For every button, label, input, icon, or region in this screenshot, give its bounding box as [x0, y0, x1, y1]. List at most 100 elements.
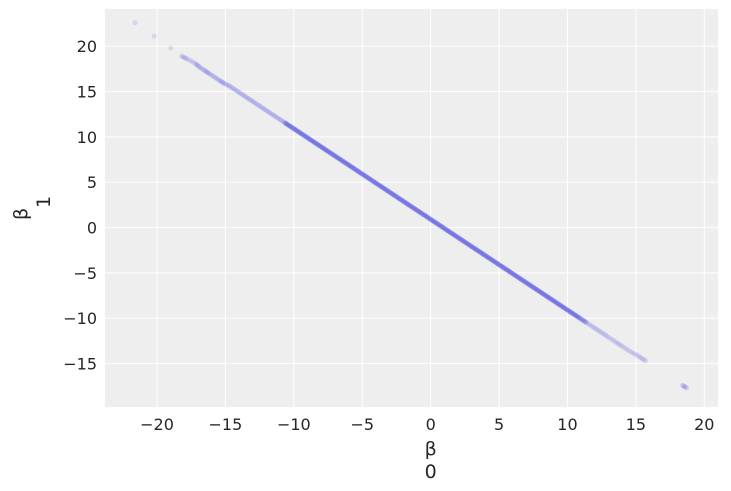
- data-point-fill: [568, 310, 575, 316]
- data-point-fill: [575, 314, 581, 320]
- data-point-fill: [405, 202, 412, 208]
- data-point-fill: [397, 196, 403, 202]
- data-point-fill: [366, 175, 372, 182]
- data-point-fill: [499, 264, 505, 270]
- data-point-fill: [472, 245, 478, 252]
- data-point-fill: [444, 227, 450, 233]
- data-point-fill: [210, 73, 216, 79]
- data-point-fill: [426, 215, 432, 221]
- data-point-fill: [317, 143, 323, 149]
- data-point-fill: [562, 306, 569, 312]
- data-point-fill: [447, 229, 453, 235]
- x-axis-label-symbol: β: [425, 438, 437, 460]
- data-point-fill: [318, 144, 325, 150]
- data-point: [259, 105, 265, 111]
- data-point-fill: [344, 161, 350, 167]
- data-point-fill: [236, 89, 242, 96]
- data-point: [347, 163, 353, 169]
- data-point: [434, 221, 441, 227]
- data-point: [612, 339, 618, 345]
- data-point-fill: [419, 211, 425, 217]
- data-point-fill: [631, 351, 638, 357]
- data-point-fill: [312, 140, 318, 146]
- data-point: [489, 257, 495, 263]
- data-point-fill: [471, 245, 477, 251]
- data-point-fill: [581, 318, 588, 324]
- data-point-fill: [537, 289, 543, 295]
- data-point-fill: [489, 257, 495, 263]
- data-point-fill: [469, 244, 475, 250]
- data-point-fill: [587, 322, 593, 328]
- data-point: [683, 385, 690, 391]
- data-point-fill: [360, 171, 366, 178]
- data-point-fill: [483, 253, 489, 259]
- data-point-fill: [524, 280, 530, 286]
- data-point: [151, 33, 157, 39]
- data-point-fill: [186, 57, 192, 63]
- data-point-fill: [199, 66, 205, 72]
- data-point-fill: [509, 270, 516, 277]
- data-point: [330, 152, 337, 158]
- data-point: [363, 174, 369, 180]
- data-point-fill: [332, 153, 338, 159]
- data-point-fill: [288, 124, 294, 130]
- data-point-fill: [602, 332, 609, 338]
- data-point-fill: [367, 176, 373, 182]
- data-point-fill: [348, 164, 355, 170]
- data-point-fill: [565, 307, 571, 314]
- data-point-fill: [381, 185, 387, 191]
- data-point-fill: [408, 203, 414, 210]
- data-point: [270, 112, 276, 118]
- data-point-fill: [397, 196, 403, 202]
- data-point-fill: [432, 219, 438, 226]
- data-point-fill: [291, 126, 297, 132]
- data-point-fill: [481, 252, 487, 258]
- data-point-fill: [383, 187, 389, 193]
- data-point-fill: [579, 316, 585, 323]
- data-point-fill: [541, 291, 547, 297]
- data-point-fill: [398, 197, 404, 203]
- data-point-fill: [454, 234, 460, 240]
- data-point-fill: [578, 316, 584, 322]
- data-point-fill: [209, 72, 215, 78]
- data-point-fill: [592, 325, 598, 331]
- data-point-fill: [327, 149, 333, 156]
- data-point-fill: [470, 244, 476, 251]
- data-point-fill: [241, 93, 248, 99]
- data-point-fill: [560, 304, 566, 310]
- data-point-fill: [193, 61, 199, 67]
- data-point-fill: [500, 264, 506, 270]
- data-point: [544, 293, 550, 299]
- data-point-fill: [229, 85, 235, 91]
- data-point-fill: [370, 178, 377, 185]
- data-point-fill: [476, 248, 482, 255]
- data-point-fill: [296, 129, 303, 136]
- x-tick-label: −20: [140, 415, 174, 434]
- data-point-fill: [606, 335, 612, 341]
- data-point-fill: [235, 88, 241, 95]
- data-point: [402, 199, 408, 205]
- data-point-fill: [394, 194, 400, 200]
- data-point-fill: [553, 299, 559, 305]
- data-point: [196, 64, 203, 70]
- data-point: [522, 279, 528, 285]
- data-point: [341, 159, 348, 165]
- data-point-fill: [214, 76, 220, 82]
- data-point-fill: [356, 169, 362, 175]
- data-point-fill: [450, 231, 456, 237]
- data-point-fill: [468, 243, 475, 249]
- data-point-fill: [466, 241, 472, 248]
- data-point-fill: [393, 194, 400, 200]
- data-point: [319, 145, 326, 151]
- data-point-fill: [313, 140, 319, 146]
- data-point-fill: [361, 172, 367, 178]
- data-point-fill: [494, 260, 500, 266]
- data-point: [484, 253, 490, 260]
- x-tick-label: −10: [277, 415, 311, 434]
- data-point-fill: [302, 133, 309, 140]
- data-point: [179, 53, 185, 59]
- data-point: [132, 20, 138, 26]
- data-point-fill: [376, 182, 382, 188]
- data-point-fill: [458, 237, 465, 243]
- data-point: [604, 333, 610, 339]
